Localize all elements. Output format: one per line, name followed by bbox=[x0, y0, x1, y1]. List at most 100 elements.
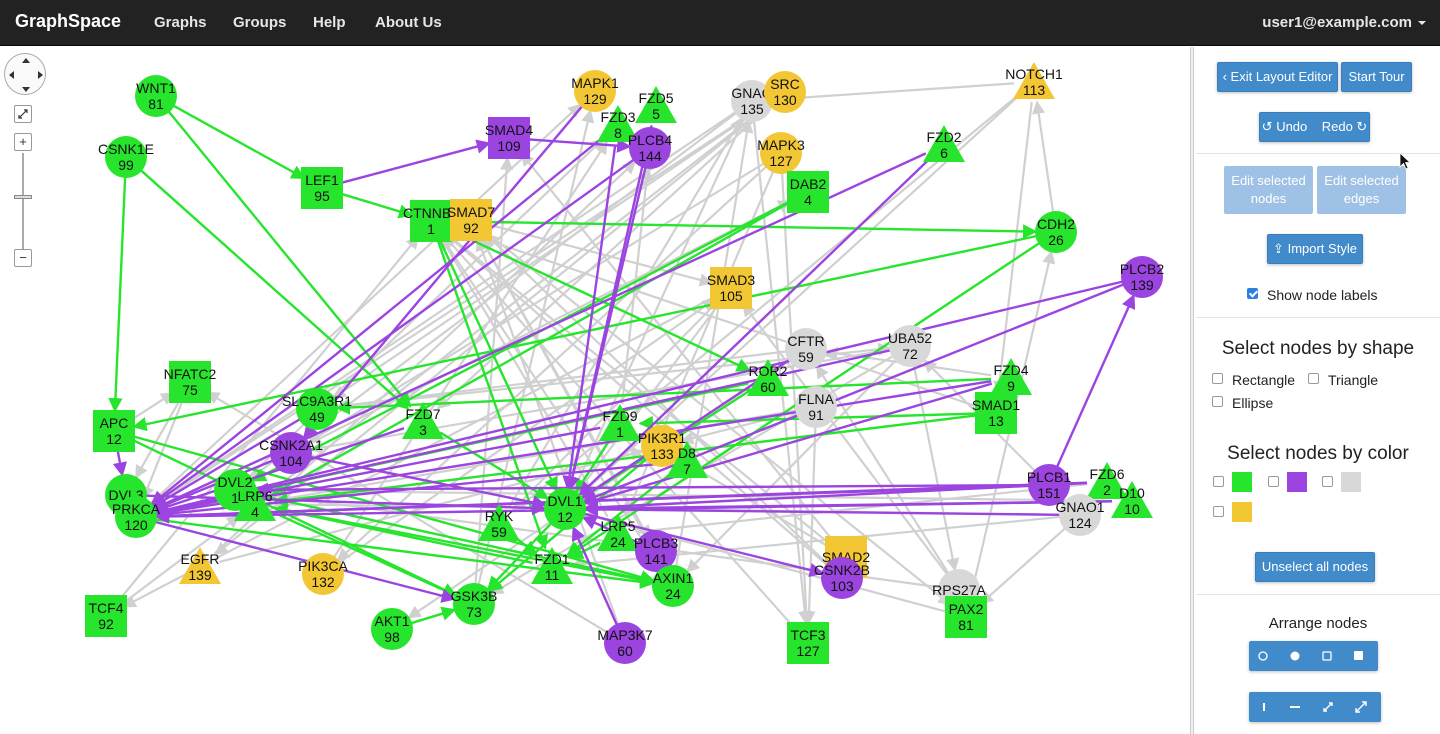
edge-UBA52-AXIN1[interactable] bbox=[686, 359, 897, 573]
node-mapk3[interactable]: MAPK3 127 bbox=[757, 132, 805, 174]
node-ctnnb1[interactable]: CTNNB1 1 bbox=[403, 200, 459, 242]
edge-PRKCA-MAPK1[interactable] bbox=[149, 103, 582, 505]
node-plcb4[interactable]: PLCB4 144 bbox=[628, 127, 673, 169]
edge-FZD10-DVL2[interactable] bbox=[253, 483, 1113, 502]
edge-FZD4-DVL1[interactable] bbox=[582, 382, 993, 507]
panel-splitter[interactable] bbox=[1190, 47, 1194, 734]
edge-TCF4-CTNNB1[interactable] bbox=[117, 235, 420, 602]
arrange-compress-button[interactable] bbox=[1323, 702, 1333, 712]
edge-DVL3-DVL1[interactable] bbox=[145, 494, 547, 516]
node-lrp5[interactable]: LRP5 24 bbox=[597, 514, 639, 551]
shape-rectangle-checkbox[interactable] bbox=[1212, 373, 1223, 384]
edge-WNT1-LEF1[interactable] bbox=[172, 104, 306, 180]
node-lef1[interactable]: LEF1 95 bbox=[301, 167, 343, 209]
node-gnaq[interactable]: GNAQ 135 bbox=[731, 80, 773, 122]
redo-button[interactable]: Redo ↻ bbox=[1321, 119, 1368, 134]
color-yellow-checkbox[interactable] bbox=[1213, 506, 1224, 517]
edge-NFATC2-DVL3[interactable] bbox=[134, 398, 182, 479]
node-akt1[interactable]: AKT1 98 bbox=[371, 608, 413, 650]
edge-NOTCH1-GNAQ[interactable] bbox=[770, 82, 1015, 106]
edge-GNAO1-DVL1[interactable] bbox=[583, 502, 1061, 517]
edge-FZD1-LRP6[interactable] bbox=[273, 503, 533, 565]
node-pax2[interactable]: PAX2 81 bbox=[945, 596, 987, 638]
color-green-swatch[interactable] bbox=[1232, 472, 1252, 492]
edge-CSNK2A1-PRKCA[interactable] bbox=[153, 459, 273, 512]
edge-AXIN1-GNAQ[interactable] bbox=[675, 119, 754, 567]
edge-CTNNB1-DVL1[interactable] bbox=[438, 238, 558, 493]
edge-SMAD7-PAX2[interactable] bbox=[485, 231, 952, 606]
edge-PLCB3-SMAD7[interactable] bbox=[479, 236, 648, 535]
zoom-slider-track[interactable] bbox=[22, 153, 24, 258]
edge-UBA52-RPS27A[interactable] bbox=[912, 365, 960, 572]
edge-SRC-SLC9A3R1[interactable] bbox=[332, 102, 770, 399]
edge-SLC9A3R1-PRKCA[interactable] bbox=[151, 418, 301, 508]
node-tcf4[interactable]: TCF4 92 bbox=[85, 595, 127, 637]
edge-DAB2-DVL2[interactable] bbox=[251, 200, 791, 482]
node-csnk1e[interactable]: CSNK1E 99 bbox=[98, 136, 154, 178]
edge-CSNK2B-SMAD7[interactable] bbox=[484, 232, 829, 565]
edge-LEF1-CTNNB1[interactable] bbox=[340, 192, 414, 219]
node-dab2[interactable]: DAB2 4 bbox=[787, 171, 829, 213]
arrange-grid-button[interactable] bbox=[1322, 651, 1332, 661]
node-pik3ca[interactable]: PIK3CA 132 bbox=[298, 553, 349, 595]
edge-LEF1-SMAD4[interactable] bbox=[341, 139, 492, 184]
brand-logo[interactable]: GraphSpace bbox=[15, 11, 122, 31]
edge-NOTCH1-RYK[interactable] bbox=[513, 93, 1020, 513]
node-smad4[interactable]: SMAD4 109 bbox=[485, 117, 533, 159]
edge-PLCB2-PRKCA[interactable] bbox=[154, 280, 1123, 517]
edit-selected-edges-button[interactable]: Edit selected edges bbox=[1317, 166, 1406, 214]
node-prkca[interactable]: PRKCA 120 bbox=[112, 496, 161, 538]
nav-graphs[interactable]: Graphs bbox=[154, 14, 207, 31]
edge-LRP5-FZD1[interactable] bbox=[568, 541, 601, 560]
edge-MAP3K7-DVL1[interactable] bbox=[571, 525, 618, 626]
exit-layout-editor-button[interactable]: ‹ Exit Layout Editor bbox=[1217, 62, 1338, 92]
edge-MAPK1-CSNK2A1[interactable] bbox=[302, 105, 584, 439]
edge-LRP6-AXIN1[interactable] bbox=[274, 506, 655, 587]
node-apc[interactable]: APC 12 bbox=[93, 410, 135, 452]
user-menu[interactable]: user1@example.com bbox=[1262, 14, 1426, 31]
edit-selected-nodes-button[interactable]: Edit selected nodes bbox=[1224, 166, 1313, 214]
edge-LRP5-CTNNB1[interactable] bbox=[440, 237, 609, 518]
node-flna[interactable]: FLNA 91 bbox=[795, 386, 837, 428]
shape-ellipse-checkbox[interactable] bbox=[1212, 396, 1223, 407]
node-fzd8[interactable]: D8 7 bbox=[666, 441, 708, 478]
color-purple-swatch[interactable] bbox=[1287, 472, 1307, 492]
pan-control[interactable] bbox=[4, 53, 46, 95]
edge-SMAD1-LRP6[interactable] bbox=[273, 414, 977, 508]
edge-LRP6-GSK3B[interactable] bbox=[272, 511, 458, 597]
node-gsk3b[interactable]: GSK3B 73 bbox=[451, 583, 498, 625]
edge-PLCB1-PLCB2[interactable] bbox=[1056, 293, 1136, 468]
nav-help[interactable]: Help bbox=[313, 14, 346, 31]
edge-DVL1-CSNK2B[interactable] bbox=[584, 512, 824, 578]
edge-RPS27A-CFTR[interactable] bbox=[815, 364, 950, 574]
undo-button[interactable]: ↺ Undo bbox=[1261, 119, 1308, 134]
zoom-in-button[interactable]: + bbox=[14, 133, 32, 151]
edge-FZD4-PRKCA[interactable] bbox=[154, 379, 992, 519]
edge-APC-GSK3B[interactable] bbox=[131, 438, 458, 597]
node-fzd1[interactable]: FZD1 11 bbox=[531, 547, 573, 584]
node-fzd3[interactable]: FZD3 8 bbox=[597, 105, 639, 142]
node-fzd9[interactable]: FZD9 1 bbox=[599, 404, 641, 441]
edge-FZD4-SLC9A3R1[interactable] bbox=[335, 377, 992, 415]
zoom-out-button[interactable]: − bbox=[14, 249, 32, 267]
fit-view-button[interactable] bbox=[14, 105, 32, 123]
edge-CSNK2A1-DVL1[interactable] bbox=[310, 455, 547, 510]
zoom-slider-handle[interactable] bbox=[14, 195, 32, 199]
show-node-labels-checkbox[interactable] bbox=[1247, 288, 1258, 299]
node-gnao1[interactable]: GNAO1 124 bbox=[1055, 494, 1105, 536]
edge-DVL1-GSK3B[interactable] bbox=[486, 522, 553, 591]
edge-AKT1-GSK3B[interactable] bbox=[410, 606, 457, 625]
edge-PLCB1-PRKCA[interactable] bbox=[154, 484, 1030, 524]
node-fzd5[interactable]: FZD5 5 bbox=[635, 86, 677, 123]
node-mapk1[interactable]: MAPK1 129 bbox=[571, 70, 619, 112]
node-lrp6[interactable]: LRP6 4 bbox=[234, 484, 276, 521]
node-map3k7[interactable]: MAP3K7 60 bbox=[597, 622, 653, 664]
edge-MAP3K7-SMAD7[interactable] bbox=[475, 237, 620, 625]
edge-MAPK3-TCF3[interactable] bbox=[781, 172, 813, 625]
edge-CSNK1E-FZD7[interactable] bbox=[140, 169, 410, 410]
arrange-expand-button[interactable] bbox=[1355, 701, 1367, 713]
arrange-concentric-button[interactable] bbox=[1290, 651, 1300, 661]
edge-DAB2-LRP6[interactable] bbox=[271, 200, 792, 496]
edge-RPS27A-SMAD3[interactable] bbox=[742, 302, 948, 575]
node-fzd10[interactable]: D10 10 bbox=[1111, 481, 1153, 518]
